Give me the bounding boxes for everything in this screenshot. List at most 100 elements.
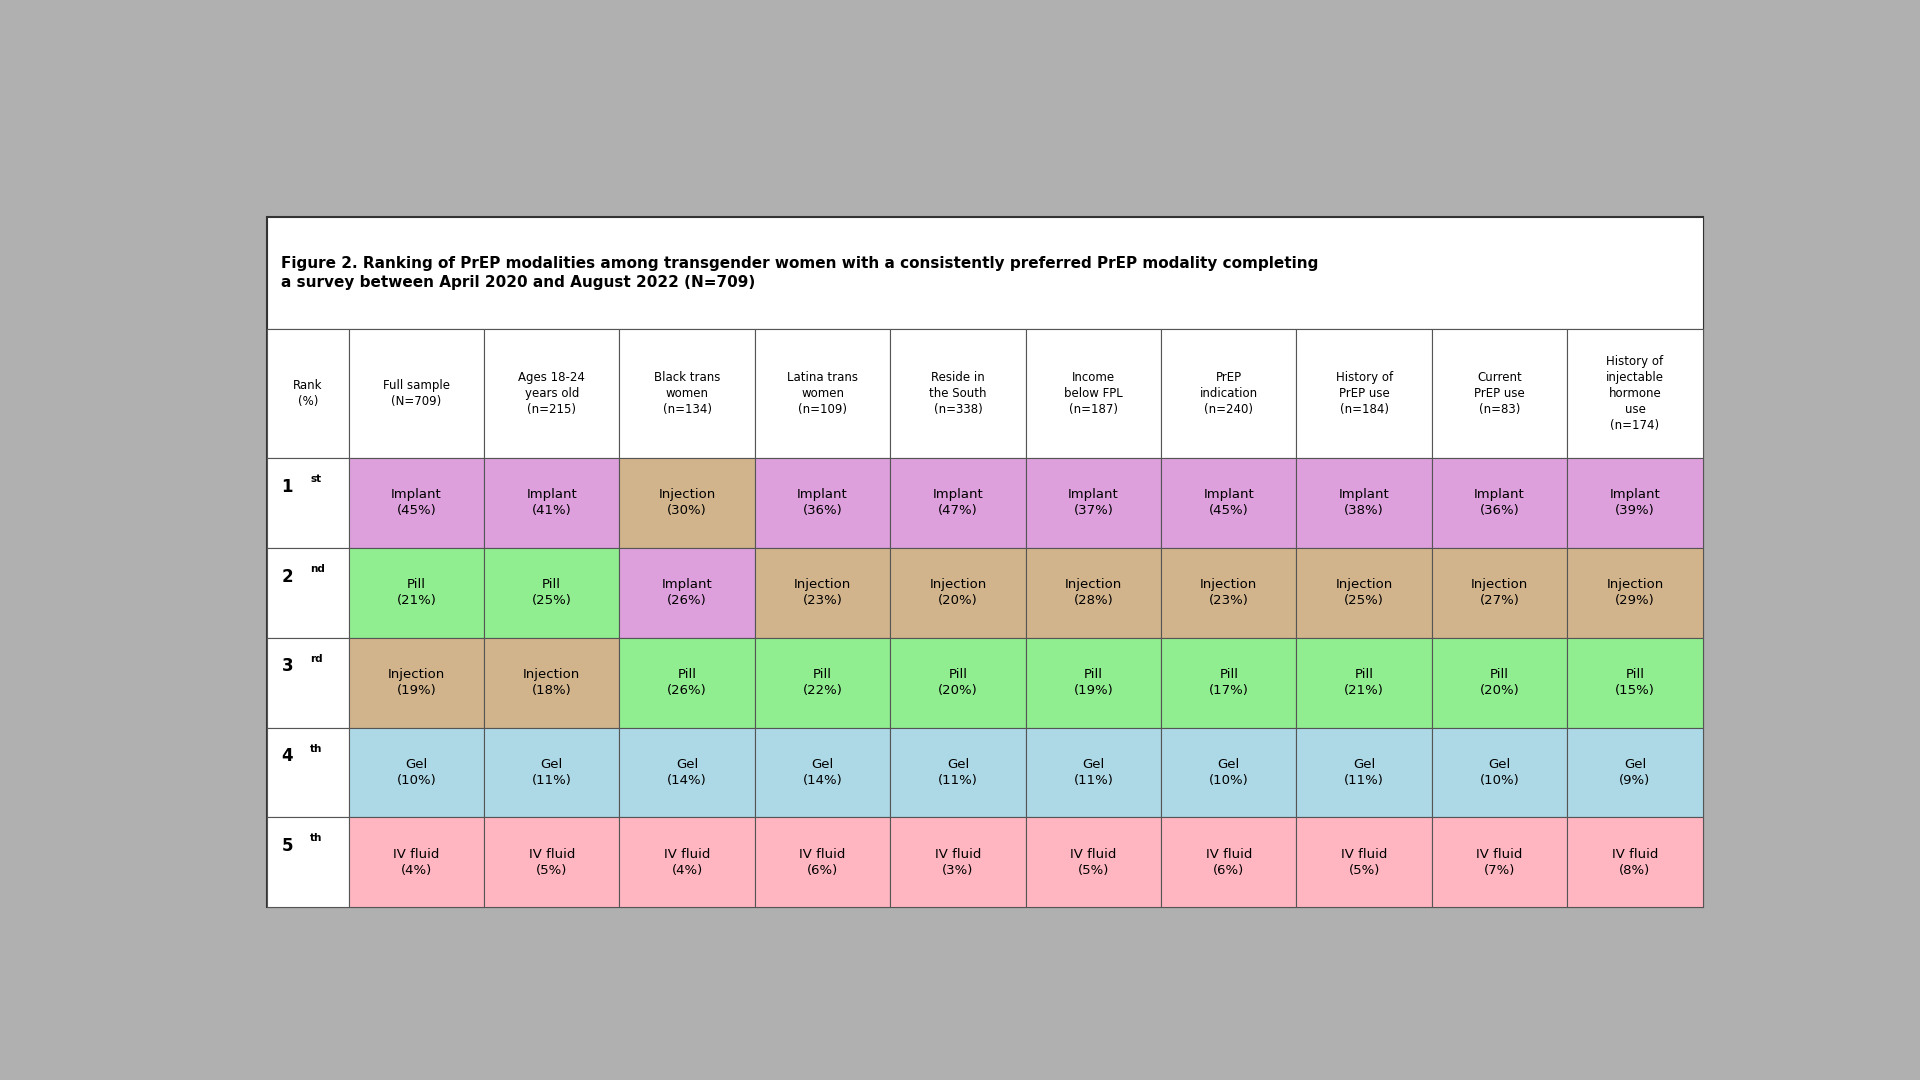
Bar <box>1567 637 1703 728</box>
Bar <box>349 329 484 458</box>
Bar <box>267 728 349 818</box>
Text: Implant
(41%): Implant (41%) <box>526 488 578 517</box>
Bar <box>620 329 755 458</box>
Text: Pill
(21%): Pill (21%) <box>396 578 436 607</box>
Bar <box>755 728 891 818</box>
Text: Pill
(20%): Pill (20%) <box>1480 669 1519 697</box>
Text: IV fluid
(5%): IV fluid (5%) <box>1069 848 1117 877</box>
Bar <box>755 818 891 907</box>
Text: 4: 4 <box>282 747 294 766</box>
Bar <box>620 818 755 907</box>
Bar <box>620 728 755 818</box>
Bar <box>1432 458 1567 548</box>
Bar <box>1296 728 1432 818</box>
Text: Pill
(15%): Pill (15%) <box>1615 669 1655 697</box>
Text: Latina trans
women
(n=109): Latina trans women (n=109) <box>787 372 858 416</box>
Text: Gel
(11%): Gel (11%) <box>532 758 572 787</box>
Text: Pill
(19%): Pill (19%) <box>1073 669 1114 697</box>
Bar <box>1162 548 1296 637</box>
Bar <box>1162 637 1296 728</box>
Bar <box>267 329 349 458</box>
Bar <box>1296 637 1432 728</box>
Text: Gel
(11%): Gel (11%) <box>1344 758 1384 787</box>
Text: Injection
(25%): Injection (25%) <box>1336 578 1392 607</box>
Text: Current
PrEP use
(n=83): Current PrEP use (n=83) <box>1475 372 1524 416</box>
Text: IV fluid
(4%): IV fluid (4%) <box>394 848 440 877</box>
Text: 5: 5 <box>282 837 294 855</box>
Bar <box>1296 818 1432 907</box>
Text: Gel
(11%): Gel (11%) <box>1073 758 1114 787</box>
Text: Black trans
women
(n=134): Black trans women (n=134) <box>655 372 720 416</box>
Bar <box>1567 329 1703 458</box>
Text: 2: 2 <box>282 568 294 585</box>
Bar <box>267 548 349 637</box>
Text: Implant
(45%): Implant (45%) <box>1204 488 1254 517</box>
Bar <box>1432 818 1567 907</box>
Text: IV fluid
(7%): IV fluid (7%) <box>1476 848 1523 877</box>
Text: rd: rd <box>311 653 323 664</box>
Bar <box>349 637 484 728</box>
Text: Implant
(39%): Implant (39%) <box>1609 488 1661 517</box>
Bar <box>267 818 349 907</box>
Bar <box>1432 637 1567 728</box>
Bar <box>484 458 620 548</box>
Bar <box>1432 329 1567 458</box>
Text: Injection
(27%): Injection (27%) <box>1471 578 1528 607</box>
Text: Pill
(25%): Pill (25%) <box>532 578 572 607</box>
Text: Injection
(19%): Injection (19%) <box>388 669 445 697</box>
Text: Gel
(10%): Gel (10%) <box>1480 758 1519 787</box>
Text: IV fluid
(8%): IV fluid (8%) <box>1611 848 1659 877</box>
Text: Injection
(28%): Injection (28%) <box>1066 578 1121 607</box>
Text: Injection
(30%): Injection (30%) <box>659 488 716 517</box>
Text: Injection
(23%): Injection (23%) <box>1200 578 1258 607</box>
Bar <box>755 458 891 548</box>
Bar <box>620 637 755 728</box>
Bar <box>1567 548 1703 637</box>
Text: Implant
(36%): Implant (36%) <box>797 488 849 517</box>
Bar <box>1162 728 1296 818</box>
Text: Gel
(10%): Gel (10%) <box>1210 758 1248 787</box>
Text: st: st <box>311 474 321 484</box>
Bar <box>349 818 484 907</box>
Text: Injection
(20%): Injection (20%) <box>929 578 987 607</box>
Bar <box>891 818 1025 907</box>
Text: Gel
(14%): Gel (14%) <box>668 758 707 787</box>
Text: History of
PrEP use
(n=184): History of PrEP use (n=184) <box>1336 372 1392 416</box>
Bar <box>1025 728 1162 818</box>
Text: Pill
(21%): Pill (21%) <box>1344 669 1384 697</box>
Bar <box>1567 458 1703 548</box>
Text: Implant
(47%): Implant (47%) <box>933 488 983 517</box>
Bar <box>484 728 620 818</box>
Text: Pill
(26%): Pill (26%) <box>668 669 707 697</box>
Text: PrEP
indication
(n=240): PrEP indication (n=240) <box>1200 372 1258 416</box>
Bar <box>1296 458 1432 548</box>
Text: Injection
(29%): Injection (29%) <box>1607 578 1663 607</box>
Bar <box>1432 728 1567 818</box>
Text: IV fluid
(5%): IV fluid (5%) <box>528 848 574 877</box>
Bar <box>755 548 891 637</box>
Bar <box>1567 818 1703 907</box>
Bar <box>1296 329 1432 458</box>
Bar <box>755 637 891 728</box>
Text: Pill
(20%): Pill (20%) <box>939 669 977 697</box>
Text: Ages 18-24
years old
(n=215): Ages 18-24 years old (n=215) <box>518 372 586 416</box>
Text: Full sample
(N=709): Full sample (N=709) <box>382 379 449 408</box>
Text: Implant
(36%): Implant (36%) <box>1475 488 1524 517</box>
Text: nd: nd <box>311 564 324 575</box>
Bar <box>484 818 620 907</box>
Bar <box>349 458 484 548</box>
Text: Injection
(18%): Injection (18%) <box>522 669 580 697</box>
Bar <box>1162 329 1296 458</box>
Bar <box>891 329 1025 458</box>
Text: Reside in
the South
(n=338): Reside in the South (n=338) <box>929 372 987 416</box>
Text: Gel
(9%): Gel (9%) <box>1619 758 1651 787</box>
Bar <box>1162 458 1296 548</box>
Bar <box>1025 548 1162 637</box>
Bar <box>484 637 620 728</box>
Text: Implant
(37%): Implant (37%) <box>1068 488 1119 517</box>
Bar <box>1025 329 1162 458</box>
Bar <box>1025 637 1162 728</box>
Text: Implant
(26%): Implant (26%) <box>662 578 712 607</box>
Text: IV fluid
(6%): IV fluid (6%) <box>799 848 845 877</box>
Text: Pill
(22%): Pill (22%) <box>803 669 843 697</box>
